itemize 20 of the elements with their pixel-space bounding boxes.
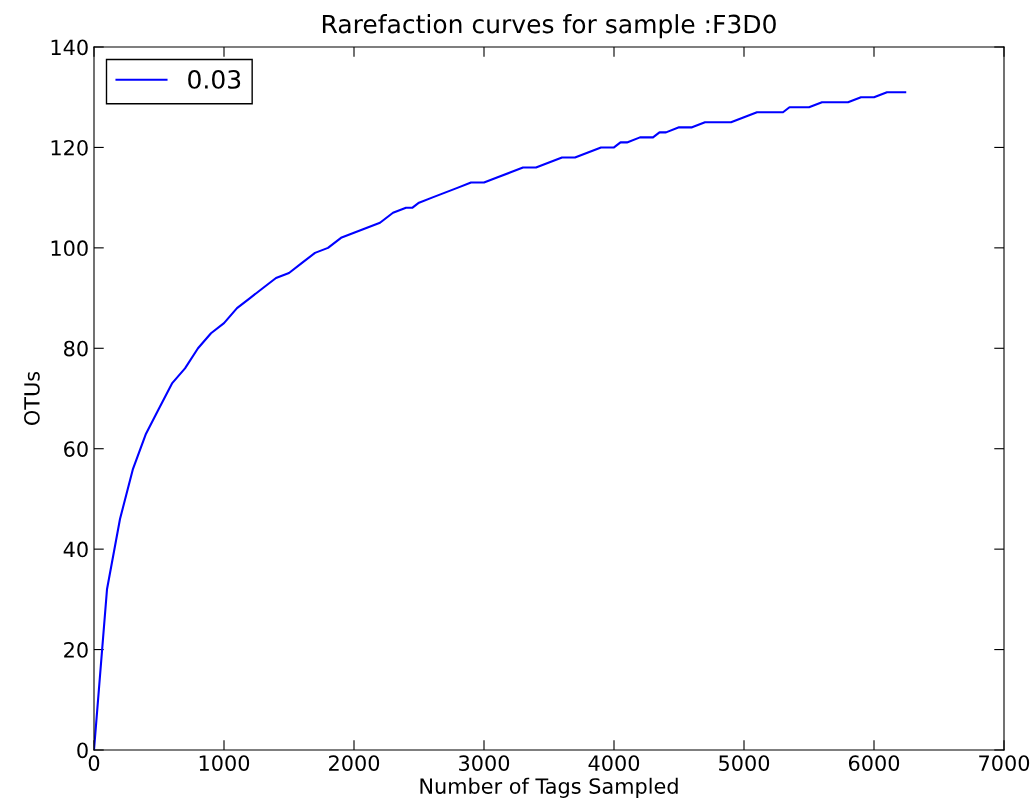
y-tick-label: 40 [63,541,88,558]
y-tick-label: 60 [64,441,88,457]
legend-label: 0.03 [188,69,241,89]
x-tick-label: 0 [88,755,100,771]
x-tick-label: 6000 [848,755,900,771]
x-axis-title: Number of Tags Sampled [420,777,678,798]
x-tick-label: 5000 [719,755,770,771]
y-tick-label: 100 [51,240,88,257]
y-tick-label: 120 [51,139,88,156]
y-tick-label: 20 [64,642,88,658]
x-tick-label: 3000 [459,755,510,771]
y-tick-label: 0 [77,742,88,759]
chart-title: Rarefaction curves for sample :F3D0 [322,14,776,39]
x-tick-label: 4000 [588,755,640,771]
y-axis-title: OTUs [24,371,40,425]
x-tick-label: 2000 [329,755,380,771]
x-tick-label: 1000 [199,755,250,771]
y-tick-label: 80 [64,340,88,357]
x-tick-label: 7000 [979,755,1030,771]
y-tick-label: 140 [51,39,88,56]
